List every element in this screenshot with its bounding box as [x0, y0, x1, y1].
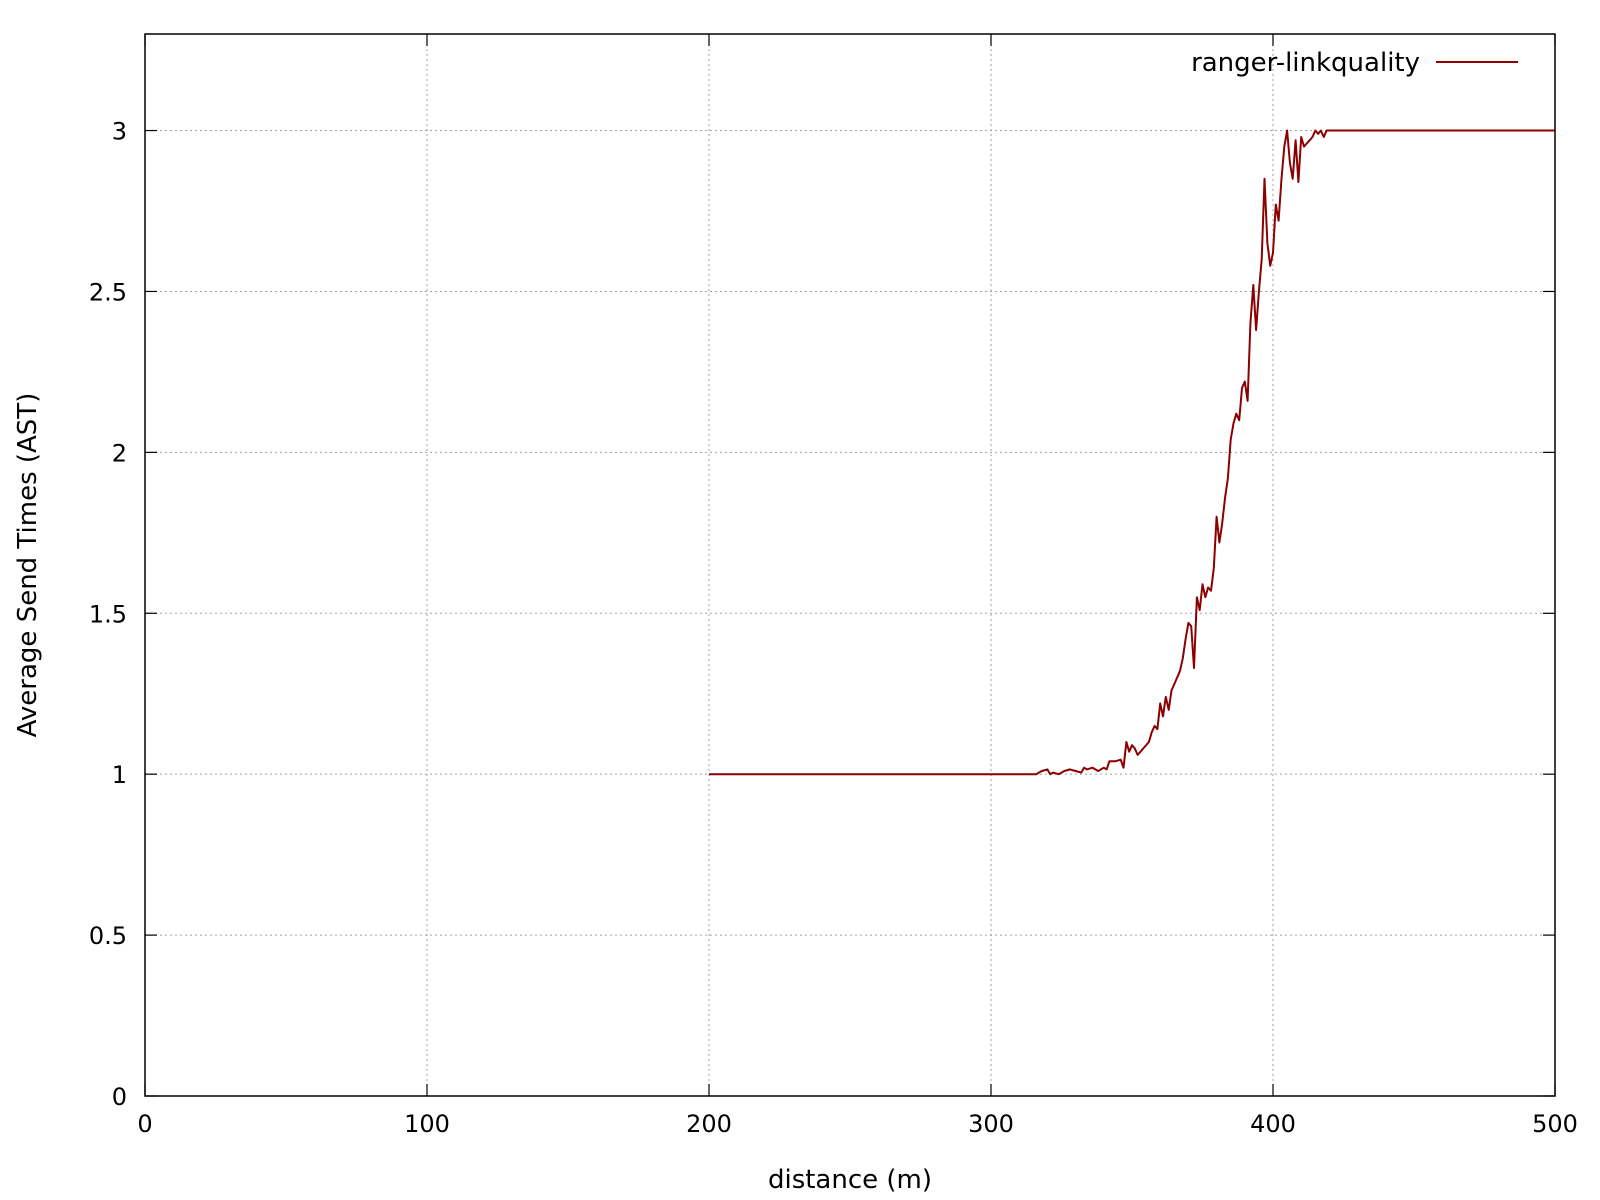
axis-ticks — [144, 34, 1556, 1097]
legend: ranger-linkquality — [1191, 48, 1518, 78]
x-tick-label: 0 — [137, 1110, 152, 1138]
series-lines — [709, 129, 1555, 776]
x-tick-label: 400 — [1250, 1110, 1296, 1138]
x-axis-label: distance (m) — [768, 1165, 932, 1195]
grid-lines — [145, 34, 1555, 1096]
y-tick-label: 3 — [112, 118, 127, 146]
series-line — [709, 129, 1555, 776]
y-tick-label: 0.5 — [89, 922, 127, 950]
plot-frame — [144, 33, 1556, 1097]
y-tick-label: 2 — [112, 439, 127, 467]
x-tick-label: 300 — [968, 1110, 1014, 1138]
x-tick-label: 100 — [404, 1110, 450, 1138]
y-tick-label: 1.5 — [89, 600, 127, 628]
y-tick-label: 1 — [112, 761, 127, 789]
tick-labels: 0 100 200 300 400 500 0 0.5 1 1.5 2 2.5 3 — [89, 118, 1578, 1138]
legend-label: ranger-linkquality — [1191, 48, 1420, 78]
y-tick-label: 2.5 — [89, 278, 127, 306]
x-tick-label: 500 — [1532, 1110, 1578, 1138]
y-axis-label: Average Send Times (AST) — [13, 393, 43, 738]
y-tick-label: 0 — [112, 1083, 127, 1111]
x-tick-label: 200 — [686, 1110, 732, 1138]
